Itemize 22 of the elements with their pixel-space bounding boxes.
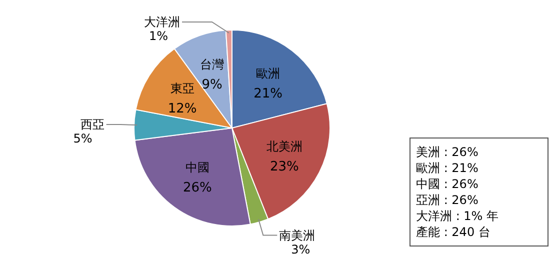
data-label: 12% — [168, 101, 197, 116]
text: 亞洲 : 26% — [416, 193, 478, 207]
slice-label: 大洋洲 — [144, 15, 180, 29]
data-label: 21% — [254, 86, 282, 102]
text: 歐洲 : 21% — [416, 161, 478, 175]
data-label: 3% — [291, 242, 310, 256]
slice-label: 北美洲 — [266, 140, 302, 154]
data-label: 23% — [270, 160, 299, 175]
data-label: 9% — [202, 78, 222, 93]
data-label: 1% — [148, 29, 168, 43]
data-label: 26% — [182, 180, 212, 196]
slice-label: 台灣 — [200, 58, 224, 72]
text: 產能 : 240 台 — [416, 225, 490, 239]
text: 中國 : 26% — [416, 177, 478, 191]
data-label: 5% — [73, 131, 92, 146]
slice-label: 南美洲 — [279, 228, 316, 242]
slice-label: 東亞 — [170, 81, 194, 96]
text: 大洋洲 : 1% 年 — [416, 209, 499, 223]
slice-label: 中國 — [185, 160, 210, 175]
slice-label: 歐洲 — [256, 66, 280, 81]
text: 美洲 : 26% — [416, 145, 478, 159]
slice-label: 西亞 — [80, 117, 104, 132]
